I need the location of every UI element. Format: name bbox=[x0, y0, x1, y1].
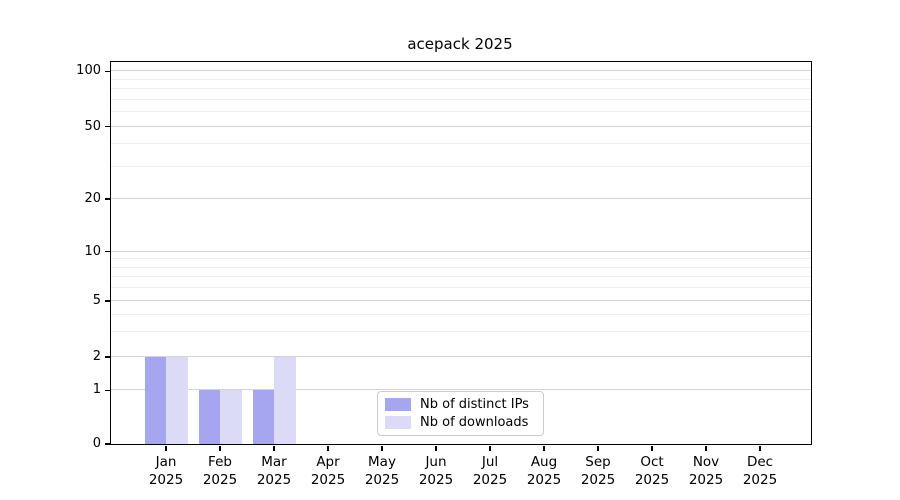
x-tick-label: Oct 2025 bbox=[612, 453, 692, 489]
legend-label-distinct-ips: Nb of distinct IPs bbox=[420, 397, 529, 412]
legend: Nb of distinct IPs Nb of downloads bbox=[377, 391, 544, 436]
x-tick-label: Apr 2025 bbox=[288, 453, 368, 489]
x-tick-label: Nov 2025 bbox=[666, 453, 746, 489]
y-tick-label: 0 bbox=[92, 436, 101, 451]
x-tick-year: 2025 bbox=[472, 472, 508, 488]
x-tick-label: Jul 2025 bbox=[450, 453, 530, 489]
x-tick-mark bbox=[489, 445, 491, 451]
x-tick-month: Jan bbox=[155, 454, 177, 470]
y-tick-mark bbox=[104, 443, 110, 445]
bar-distinct-ips bbox=[252, 390, 274, 444]
legend-item-downloads: Nb of downloads bbox=[385, 415, 536, 430]
y-tick-mark bbox=[104, 300, 110, 302]
x-tick-label: Jan 2025 bbox=[126, 453, 206, 489]
gridline-minor bbox=[111, 166, 811, 168]
x-tick-mark bbox=[273, 445, 275, 451]
x-tick-mark bbox=[651, 445, 653, 451]
x-tick-label: Sep 2025 bbox=[558, 453, 638, 489]
gridline-minor bbox=[111, 313, 811, 315]
x-tick-mark bbox=[597, 445, 599, 451]
y-tick-mark bbox=[104, 389, 110, 392]
y-tick-label: 1 bbox=[92, 382, 101, 398]
x-tick-year: 2025 bbox=[148, 472, 184, 488]
x-tick-month: Mar bbox=[261, 454, 287, 470]
y-tick-mark bbox=[104, 125, 110, 128]
x-tick-year: 2025 bbox=[634, 472, 670, 488]
x-tick-mark bbox=[435, 445, 437, 451]
x-tick-month: Sep bbox=[585, 454, 611, 470]
y-tick-label: 20 bbox=[84, 191, 101, 206]
x-tick-month: Feb bbox=[208, 454, 232, 470]
x-tick-month: Aug bbox=[530, 454, 558, 470]
x-tick-label: May 2025 bbox=[342, 453, 422, 489]
x-tick-month: Nov bbox=[692, 454, 720, 470]
gridline-major bbox=[111, 356, 811, 357]
legend-swatch-distinct-ips bbox=[385, 398, 411, 411]
gridline-minor bbox=[111, 88, 811, 90]
x-tick-month: Jun bbox=[425, 454, 447, 470]
y-tick-label: 100 bbox=[76, 63, 101, 79]
gridline-minor bbox=[111, 111, 811, 113]
x-tick-year: 2025 bbox=[310, 472, 346, 488]
legend-item-distinct-ips: Nb of distinct IPs bbox=[385, 397, 536, 412]
y-tick-mark bbox=[104, 250, 110, 253]
gridline-minor bbox=[111, 98, 811, 100]
gridline-major bbox=[111, 250, 811, 252]
y-tick-label: 10 bbox=[84, 243, 101, 259]
x-tick-label: Aug 2025 bbox=[504, 453, 584, 489]
bar-downloads bbox=[220, 390, 242, 444]
x-tick-mark bbox=[327, 445, 329, 451]
gridline-major bbox=[111, 70, 811, 72]
x-tick-month: Apr bbox=[316, 454, 340, 470]
gridline-major bbox=[111, 125, 811, 127]
gridline-major bbox=[111, 198, 811, 199]
x-tick-mark bbox=[759, 445, 761, 451]
bar-downloads bbox=[274, 357, 296, 444]
plot-area: 0 1 2 5 10 20 50 100 Jan 2025 Feb 2025 Mar 2025 Apr 20… bbox=[76, 61, 812, 488]
x-tick-year: 2025 bbox=[364, 472, 400, 488]
x-tick-year: 2025 bbox=[580, 472, 616, 488]
legend-label-downloads: Nb of downloads bbox=[420, 415, 529, 430]
x-tick-month: Oct bbox=[640, 454, 664, 470]
bar-downloads bbox=[166, 357, 188, 444]
gridline-minor bbox=[111, 258, 811, 260]
y-tick-mark bbox=[104, 198, 110, 200]
x-tick-year: 2025 bbox=[526, 472, 562, 488]
y-tick-label: 2 bbox=[92, 349, 101, 364]
y-tick-mark bbox=[104, 356, 110, 358]
x-tick-month: Jul bbox=[481, 454, 499, 470]
x-tick-mark bbox=[381, 445, 383, 451]
x-tick-label: Mar 2025 bbox=[234, 453, 314, 489]
gridline-major bbox=[111, 389, 811, 391]
y-tick-label: 50 bbox=[84, 118, 101, 134]
gridline-major bbox=[111, 300, 811, 301]
x-tick-year: 2025 bbox=[742, 472, 778, 488]
gridline-minor bbox=[111, 287, 811, 289]
x-tick-mark bbox=[543, 445, 545, 451]
x-tick-year: 2025 bbox=[202, 472, 238, 488]
gridline-minor bbox=[111, 276, 811, 278]
gridline-minor bbox=[111, 266, 811, 268]
x-tick-mark bbox=[219, 445, 221, 451]
gridline-minor bbox=[111, 143, 811, 145]
x-tick-year: 2025 bbox=[418, 472, 454, 488]
x-tick-label: Dec 2025 bbox=[720, 453, 800, 489]
x-tick-label: Jun 2025 bbox=[396, 453, 476, 489]
y-tick-mark bbox=[104, 70, 110, 73]
x-tick-year: 2025 bbox=[688, 472, 724, 488]
x-tick-year: 2025 bbox=[256, 472, 292, 488]
x-tick-mark bbox=[705, 445, 707, 451]
x-tick-month: Dec bbox=[746, 454, 774, 470]
y-tick-label: 5 bbox=[92, 293, 101, 308]
x-tick-mark bbox=[165, 445, 167, 451]
gridline-minor bbox=[111, 78, 811, 80]
gridline-minor bbox=[111, 331, 811, 333]
bar-distinct-ips bbox=[198, 390, 220, 444]
legend-swatch-downloads bbox=[385, 416, 411, 429]
bar-distinct-ips bbox=[144, 357, 166, 444]
x-tick-month: May bbox=[368, 454, 396, 470]
chart-title: acepack 2025 bbox=[407, 35, 513, 53]
x-tick-label: Feb 2025 bbox=[180, 453, 260, 489]
